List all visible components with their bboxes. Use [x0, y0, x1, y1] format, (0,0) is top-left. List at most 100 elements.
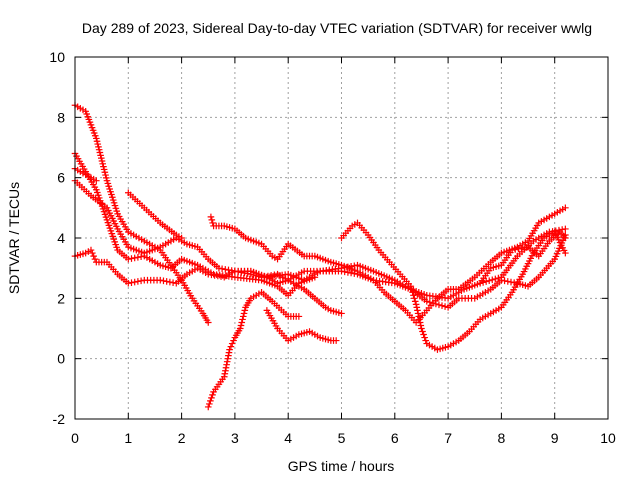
data-point	[562, 204, 569, 212]
data-point	[156, 276, 164, 284]
data-point	[101, 168, 109, 176]
data-point	[518, 244, 525, 252]
data-point	[226, 346, 233, 353]
data-point	[160, 277, 167, 285]
data-point	[515, 245, 522, 253]
data-point	[230, 337, 237, 344]
data-point	[91, 255, 99, 263]
data-point	[562, 249, 569, 257]
x-tick-label: 7	[444, 430, 452, 446]
data-point	[125, 279, 132, 287]
data-point	[89, 249, 96, 257]
data-point	[411, 298, 419, 305]
data-points	[71, 101, 569, 411]
series-track-11	[231, 267, 345, 317]
x-tick-label: 5	[338, 430, 346, 446]
x-tick-label: 0	[71, 430, 79, 446]
series-track-2	[71, 150, 319, 299]
data-point	[411, 295, 418, 302]
data-point	[410, 292, 417, 299]
data-point	[163, 278, 170, 285]
data-point	[204, 319, 212, 326]
data-point	[295, 313, 303, 320]
series-track-7	[207, 204, 569, 326]
data-point	[97, 154, 105, 162]
data-point	[417, 322, 425, 329]
data-point	[93, 177, 100, 184]
data-point	[426, 298, 434, 306]
data-point	[409, 289, 416, 296]
data-point	[98, 157, 106, 165]
x-axis-label: GPS time / hours	[288, 458, 395, 474]
data-point	[511, 246, 519, 253]
data-point	[128, 279, 135, 286]
x-tick-label: 8	[498, 430, 506, 446]
data-point	[211, 272, 218, 279]
axis-ticks: 0 1 2 3 4 5 6 7 8 9 10 -2 0 2 4 6 8 10	[49, 49, 616, 446]
x-tick-label: 2	[178, 430, 186, 446]
data-point	[482, 278, 490, 285]
data-point	[416, 316, 423, 323]
chart-title: Day 289 of 2023, Sidereal Day-to-day VTE…	[82, 20, 592, 36]
data-point	[347, 269, 355, 277]
data-point	[423, 298, 431, 305]
data-point	[206, 400, 213, 408]
data-point	[521, 244, 529, 251]
x-tick-label: 6	[391, 430, 399, 446]
data-point	[236, 325, 244, 332]
data-point	[204, 403, 212, 411]
data-point	[438, 302, 446, 309]
data-point	[228, 340, 236, 347]
data-point	[332, 337, 340, 344]
data-point	[93, 135, 100, 142]
data-point	[102, 174, 110, 182]
data-point	[498, 276, 505, 284]
data-point	[99, 160, 107, 168]
data-point	[215, 264, 223, 272]
data-point	[227, 343, 235, 350]
data-point	[97, 152, 104, 159]
series-track-9	[263, 307, 340, 344]
data-point	[414, 307, 421, 314]
data-point	[485, 277, 493, 284]
data-point	[239, 313, 247, 320]
data-point	[100, 163, 107, 170]
data-point	[407, 282, 415, 290]
data-point	[241, 307, 249, 314]
data-point	[95, 143, 102, 151]
data-point	[338, 310, 345, 317]
data-point	[441, 303, 449, 310]
data-point	[87, 246, 95, 254]
data-point	[508, 246, 516, 254]
series-track-1	[71, 101, 212, 326]
x-tick-label: 10	[600, 430, 616, 446]
data-point	[271, 271, 278, 279]
data-point	[501, 277, 508, 285]
data-point	[222, 266, 229, 273]
data-point	[134, 278, 142, 285]
data-point	[562, 225, 569, 233]
data-point	[217, 273, 225, 280]
data-point	[420, 331, 427, 338]
data-point	[94, 140, 102, 148]
data-point	[95, 146, 103, 154]
data-point	[435, 301, 443, 309]
data-point	[178, 234, 185, 242]
data-point	[207, 397, 214, 405]
data-point	[507, 278, 515, 286]
data-point	[492, 275, 499, 283]
data-point	[209, 219, 216, 227]
data-point	[414, 310, 422, 317]
data-point	[418, 325, 425, 332]
data-point	[562, 234, 569, 242]
data-point	[238, 319, 246, 326]
data-point	[412, 301, 420, 308]
data-point	[413, 304, 421, 311]
x-tick-label: 4	[284, 430, 292, 446]
y-tick-label: 2	[57, 290, 65, 306]
series-track-10	[338, 219, 569, 353]
data-point	[209, 391, 216, 399]
data-point	[208, 394, 215, 402]
y-tick-label: 10	[49, 49, 65, 65]
